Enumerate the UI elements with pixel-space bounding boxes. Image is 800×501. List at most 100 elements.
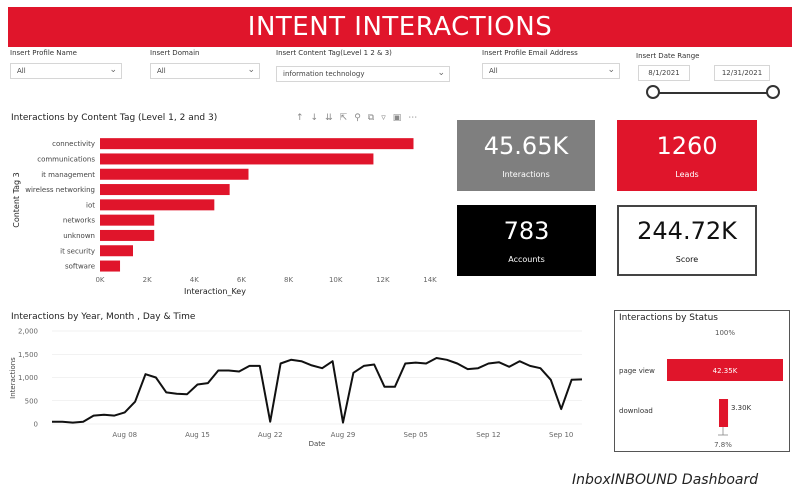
bar[interactable] xyxy=(100,168,249,180)
x-tick-label: 14K xyxy=(423,276,437,284)
content-tag-filter-label: Insert Content Tag(Level 1 2 & 3) xyxy=(276,49,392,57)
chevron-down-icon: ⌄ xyxy=(109,65,117,75)
domain-dropdown[interactable]: All ⌄ xyxy=(150,63,260,79)
x-tick-label: 10K xyxy=(329,276,343,284)
x-tick-label: Aug 15 xyxy=(185,431,210,439)
date-range-slider-track[interactable] xyxy=(654,92,774,94)
bar-category-label: networks xyxy=(63,217,95,225)
x-tick-label: Sep 10 xyxy=(549,431,573,439)
start-date-input[interactable]: 8/1/2021 xyxy=(638,65,690,81)
chevron-down-icon: ⌄ xyxy=(247,65,255,75)
bar[interactable] xyxy=(100,260,121,272)
y-tick-label: 2,000 xyxy=(18,328,38,336)
content-tag-dropdown[interactable]: information technology ⌄ xyxy=(276,66,450,82)
x-tick-label: Sep 12 xyxy=(476,431,500,439)
y-tick-label: 500 xyxy=(25,397,38,405)
status-bar[interactable] xyxy=(667,359,783,381)
bar-category-label: iot xyxy=(86,201,95,209)
score-kpi-value: 244.72K xyxy=(637,217,737,245)
x-tick-label: 4K xyxy=(190,276,199,284)
date-range-start-handle[interactable] xyxy=(646,85,660,99)
x-tick-label: 12K xyxy=(376,276,390,284)
leads-kpi-value: 1260 xyxy=(656,132,718,160)
bar[interactable] xyxy=(100,138,414,150)
profile-name-dropdown[interactable]: All ⌄ xyxy=(10,63,122,79)
x-tick-label: Aug 22 xyxy=(258,431,283,439)
content-tag-bar-chart[interactable]: connectivity communications it management w… xyxy=(0,128,450,300)
x-tick-label: 8K xyxy=(284,276,293,284)
status-value-label: 42.35K xyxy=(713,367,738,375)
chevron-down-icon: ⌄ xyxy=(437,68,445,78)
pin-icon[interactable]: ⚲ xyxy=(354,113,361,123)
arrow-down-icon[interactable]: ↓ xyxy=(310,113,319,123)
bar[interactable] xyxy=(100,245,133,257)
double-arrow-down-icon[interactable]: ⇊ xyxy=(325,113,333,123)
bar[interactable] xyxy=(100,199,215,211)
filter-icon[interactable]: ▿ xyxy=(381,113,386,123)
y-axis-title: Content Tag 3 xyxy=(12,172,21,228)
focus-icon[interactable]: ▣ xyxy=(392,113,402,123)
end-date-input[interactable]: 12/31/2021 xyxy=(714,65,770,81)
bar[interactable] xyxy=(100,153,374,165)
status-bar-chart[interactable]: 100% page view 42.35K download 3.30K 7.8% xyxy=(615,323,789,451)
x-axis-title: Date xyxy=(309,440,326,448)
domain-filter-label: Insert Domain xyxy=(150,49,200,57)
more-icon[interactable]: ⋯ xyxy=(408,113,418,123)
score-kpi-card[interactable]: 244.72K Score xyxy=(617,205,757,276)
x-axis-title: Interaction_Key xyxy=(184,287,246,296)
bar[interactable] xyxy=(100,229,155,241)
profile-name-dropdown-value: All xyxy=(17,67,26,75)
date-range-end-handle[interactable] xyxy=(766,85,780,99)
x-tick-label: 0K xyxy=(95,276,104,284)
bar[interactable] xyxy=(100,184,230,196)
content-tag-chart-title: Interactions by Content Tag (Level 1, 2 … xyxy=(11,113,218,123)
y-tick-label: 1,500 xyxy=(18,351,38,359)
bar-category-label: wireless networking xyxy=(25,186,95,194)
status-chart-title: Interactions by Status xyxy=(619,313,718,323)
interactions-line xyxy=(52,357,583,424)
bar-category-label: unknown xyxy=(63,232,95,240)
y-tick-label: 1,000 xyxy=(18,374,38,382)
accounts-kpi-card[interactable]: 783 Accounts xyxy=(457,205,596,276)
status-bottom-label: 7.8% xyxy=(714,441,732,449)
footer-caption: InboxINBOUND Dashboard xyxy=(572,472,759,488)
timeseries-chart-title: Interactions by Year, Month , Day & Time xyxy=(11,312,196,322)
y-axis-title: Interactions xyxy=(9,357,17,399)
status-value-label: 3.30K xyxy=(731,404,752,412)
page-title: INTENT INTERACTIONS xyxy=(247,12,553,42)
status-top-label: 100% xyxy=(715,329,735,337)
x-tick-label: Aug 29 xyxy=(331,431,356,439)
x-tick-label: 2K xyxy=(143,276,152,284)
status-bar[interactable] xyxy=(719,399,729,427)
leads-kpi-card[interactable]: 1260 Leads xyxy=(617,120,757,191)
email-filter-label: Insert Profile Email Address xyxy=(482,49,578,57)
status-panel: Interactions by Status 100% page view 42.3… xyxy=(614,310,790,452)
email-dropdown[interactable]: All ⌄ xyxy=(482,63,620,79)
bar-category-label: connectivity xyxy=(52,140,95,148)
date-range-filter-label: Insert Date Range xyxy=(636,52,700,60)
interactions-kpi-card[interactable]: 45.65K Interactions xyxy=(457,120,595,191)
profile-name-filter-label: Insert Profile Name xyxy=(10,49,77,57)
copy-icon[interactable]: ⧉ xyxy=(367,113,375,123)
accounts-kpi-value: 783 xyxy=(503,217,550,245)
status-category-label: page view xyxy=(619,367,655,375)
bar-category-label: communications xyxy=(37,155,95,163)
bar-category-label: it management xyxy=(41,171,95,179)
bar[interactable] xyxy=(100,214,155,226)
interactions-timeseries-chart[interactable]: 0 500 1,000 1,500 2,000 Aug 08 Aug 15 Aug 22 Aug… xyxy=(0,322,600,452)
arrow-up-icon[interactable]: ↑ xyxy=(296,113,304,123)
email-dropdown-value: All xyxy=(489,67,498,75)
x-tick-label: Sep 05 xyxy=(404,431,428,439)
x-tick-label: Aug 08 xyxy=(112,431,137,439)
expand-icon[interactable]: ⇱ xyxy=(339,113,348,123)
leads-kpi-label: Leads xyxy=(675,170,699,179)
bar-category-label: software xyxy=(65,263,95,271)
visual-toolbar: ↑ ↓ ⇊ ⇱ ⚲ ⧉ ▿ ▣ ⋯ xyxy=(296,113,417,123)
y-tick-label: 0 xyxy=(34,421,38,429)
interactions-kpi-label: Interactions xyxy=(502,170,550,179)
dashboard-header: INTENT INTERACTIONS xyxy=(8,7,792,47)
chevron-down-icon: ⌄ xyxy=(607,65,615,75)
content-tag-dropdown-value: information technology xyxy=(283,70,365,78)
score-kpi-label: Score xyxy=(675,255,699,264)
x-tick-label: 6K xyxy=(237,276,246,284)
